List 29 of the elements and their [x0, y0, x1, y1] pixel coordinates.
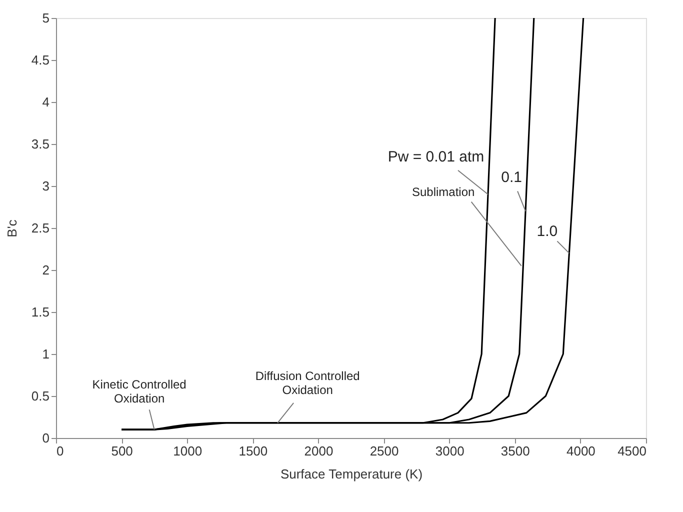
x-tick-label: 500 [111, 444, 133, 458]
y-tick-label: 5 [42, 10, 50, 26]
series-label: Pw = 0.01 atm [388, 148, 484, 166]
series-label: 0.1 [501, 169, 522, 186]
y-tick-label: 0 [42, 430, 50, 446]
y-tick-label: 4.5 [31, 52, 50, 68]
x-tick-label: 0 [56, 444, 64, 458]
x-tick-label: 1500 [238, 444, 268, 458]
series-label: 1.0 [536, 223, 558, 240]
x-tick-label: 3500 [500, 444, 530, 458]
x-axis-title: Surface Temperature (K) [280, 466, 423, 482]
x-tick-label: 1000 [173, 444, 202, 458]
y-tick-label: 1.5 [31, 304, 50, 320]
annotation: Diffusion Controlled Oxidation [255, 368, 360, 397]
x-tick-label: 4000 [566, 444, 596, 458]
y-tick-label: 1 [42, 346, 50, 362]
x-tick-label: 2500 [370, 444, 399, 458]
y-tick-label: 3 [42, 178, 50, 194]
annotation: Sublimation [412, 184, 475, 199]
y-tick-label: 4 [42, 94, 50, 110]
y-tick-label: 2 [42, 262, 50, 278]
x-tick-label: 3000 [435, 444, 464, 458]
y-tick-label: 3.5 [31, 136, 50, 152]
x-tick-label: 4500 [618, 444, 646, 458]
y-tick-label: 2.5 [31, 220, 50, 236]
y-axis-title: B'c [4, 219, 20, 238]
annotation: Kinetic Controlled Oxidation [92, 378, 186, 406]
y-tick-label: 0.5 [31, 388, 50, 404]
x-tick-label: 2000 [304, 444, 334, 458]
